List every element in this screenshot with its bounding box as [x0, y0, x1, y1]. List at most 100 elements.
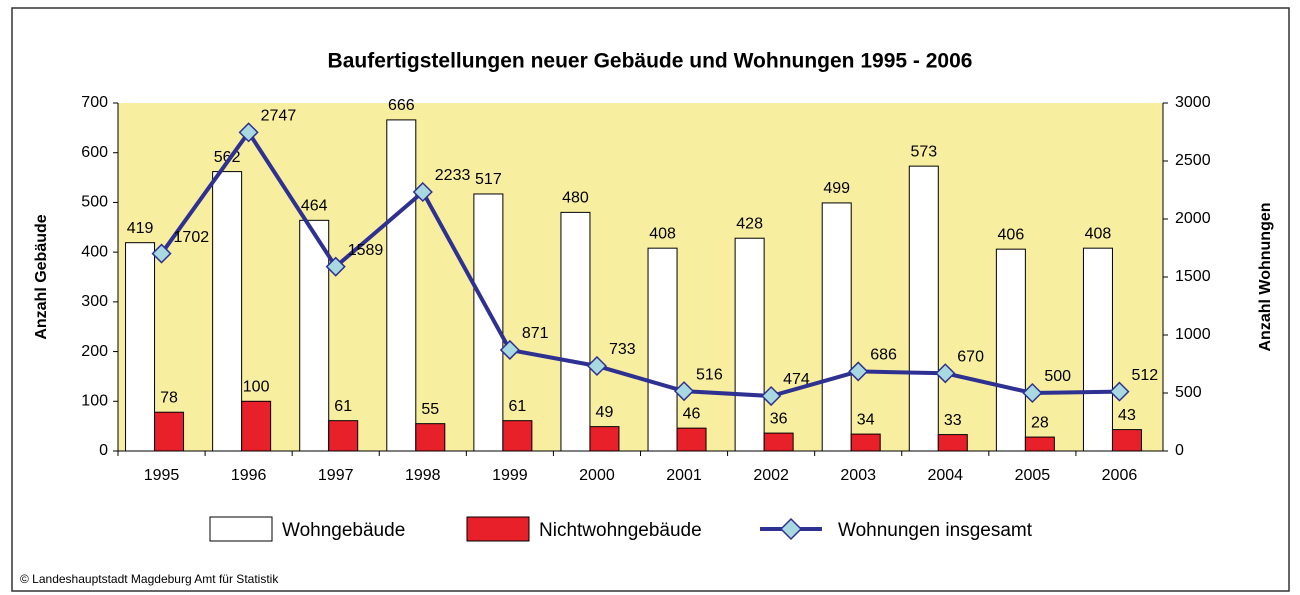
line-marker	[238, 122, 259, 143]
bar-value-label: 36	[770, 410, 788, 427]
source: © Landeshauptstadt Magdeburg Amt für Sta…	[20, 572, 279, 586]
plot-area	[118, 103, 1163, 451]
bar	[502, 420, 533, 452]
x-tick-label: 2001	[666, 467, 702, 484]
y2-tick-label: 1000	[1175, 326, 1211, 343]
x-tick-label: 1998	[405, 467, 441, 484]
bar-value-label: 408	[649, 225, 676, 242]
x-tick-label: 2004	[927, 467, 963, 484]
y2-tick-label: 1500	[1175, 268, 1211, 285]
y-tick-label: 100	[81, 393, 108, 410]
bar-value-label: 406	[998, 226, 1025, 243]
bar	[241, 400, 272, 452]
line-value-label: 2233	[435, 167, 471, 184]
bar	[734, 237, 765, 452]
y2-tick-label: 2000	[1175, 210, 1211, 227]
line-value-label: 2747	[261, 108, 297, 125]
bar-value-label: 33	[944, 412, 962, 429]
line-marker	[673, 381, 695, 402]
x-tick-label: 2000	[579, 467, 615, 484]
line-marker	[412, 181, 433, 203]
line	[159, 128, 1120, 399]
bar	[995, 248, 1026, 452]
line-value-label: 474	[783, 371, 810, 388]
bar-value-label: 408	[1085, 225, 1112, 242]
legend-marker	[779, 517, 803, 541]
bar-value-label: 46	[683, 405, 701, 422]
line-value-label: 1589	[348, 242, 384, 259]
line-value-label: 733	[609, 341, 636, 358]
bar-value-label: 34	[857, 411, 875, 428]
line-marker	[1022, 382, 1043, 404]
line-marker	[1109, 381, 1130, 402]
y-axis-label: Anzahl Gebäude	[33, 214, 50, 339]
line-marker	[586, 355, 608, 377]
bar	[386, 119, 417, 452]
bar	[589, 426, 620, 452]
line-marker	[499, 339, 520, 361]
bar	[560, 211, 591, 452]
line-value-label: 516	[696, 366, 723, 383]
bar	[1111, 429, 1142, 452]
y-tick-label: 600	[81, 144, 108, 161]
bar	[763, 432, 794, 452]
bar-value-label: 100	[243, 379, 270, 396]
y2-tick-label: 2500	[1175, 152, 1211, 169]
y2-axis-label: Anzahl Wohnungen	[1257, 202, 1274, 351]
line-marker	[325, 256, 346, 277]
x-tick-label: 2002	[753, 467, 789, 484]
bar-value-label: 573	[910, 143, 937, 160]
bar-value-label: 464	[301, 198, 328, 215]
y-tick-label: 300	[81, 293, 108, 310]
x-tick-label: 1995	[144, 467, 180, 484]
chart-title: Baufertigstellungen neuer Gebäude und Wo…	[328, 50, 973, 73]
y-tick-label: 700	[81, 94, 108, 111]
x-tick-label: 1997	[318, 467, 354, 484]
bar-value-label: 61	[508, 398, 526, 415]
bar	[154, 411, 185, 452]
y-tick-label: 400	[81, 243, 108, 260]
bar-value-label: 43	[1118, 407, 1136, 424]
y-tick-label: 200	[81, 343, 108, 360]
x-tick-label: 2003	[840, 467, 876, 484]
bar-value-label: 480	[562, 190, 589, 207]
y-tick-label: 500	[81, 194, 108, 211]
y2-tick-label: 500	[1175, 384, 1202, 401]
bar	[1082, 247, 1113, 452]
bar-value-label: 666	[388, 97, 415, 114]
x-tick-label: 2006	[1102, 467, 1138, 484]
legend-label: Wohnungen insgesamt	[838, 520, 1033, 541]
x-tick-label: 1996	[231, 467, 267, 484]
bar-value-label: 499	[823, 180, 850, 197]
bar-value-label: 28	[1031, 414, 1049, 431]
line-value-label: 1702	[174, 229, 210, 246]
legend-swatch	[466, 516, 530, 542]
line-value-label: 500	[1044, 368, 1071, 385]
legend-label: Nichtwohngebäude	[539, 520, 702, 541]
bar	[676, 427, 707, 452]
y2-tick-label: 0	[1175, 442, 1184, 459]
line-marker	[935, 363, 956, 384]
bar	[647, 247, 678, 452]
legend-label: Wohngebäude	[282, 520, 405, 541]
bar	[937, 434, 968, 452]
bar-value-label: 78	[160, 389, 178, 406]
y-tick-label: 0	[99, 442, 108, 459]
line-value-label: 512	[1131, 367, 1158, 384]
line-value-label: 871	[522, 325, 549, 342]
bar	[415, 423, 446, 452]
bar-value-label: 428	[736, 215, 763, 232]
bar	[212, 171, 243, 452]
bar-value-label: 517	[475, 171, 502, 188]
bar	[850, 433, 881, 452]
line-value-label: 686	[870, 347, 897, 364]
bar-value-label: 55	[421, 401, 439, 418]
bar	[299, 219, 330, 452]
bar-value-label: 419	[127, 220, 154, 237]
bar	[473, 193, 504, 452]
line-marker	[151, 243, 172, 264]
bar	[125, 242, 156, 452]
bar	[328, 420, 359, 452]
bar-value-label: 61	[334, 398, 352, 415]
bar	[908, 165, 939, 452]
